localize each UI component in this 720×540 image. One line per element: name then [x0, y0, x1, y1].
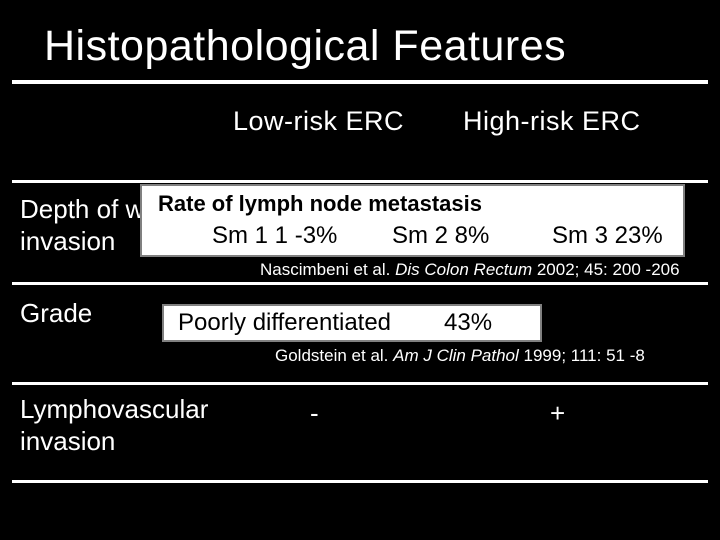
row1-label-line2: invasion [20, 226, 115, 257]
row-divider [12, 480, 708, 483]
column-header-high: High-risk ERC [463, 106, 641, 137]
row-divider [12, 282, 708, 285]
row-divider [12, 382, 708, 385]
row2-citation-post: 1999; 111: 51 -8 [519, 346, 645, 365]
row1-overlay-box: Rate of lymph node metastasis Sm 1 1 -3%… [140, 184, 685, 257]
row1-citation: Nascimbeni et al. Dis Colon Rectum 2002;… [260, 260, 680, 280]
row2-citation-journal: Am J Clin Pathol [393, 346, 519, 365]
title-underline [12, 80, 708, 84]
row1-label-line1: Depth of wa [20, 194, 159, 225]
row1-citation-journal: Dis Colon Rectum [395, 260, 532, 279]
row1-sm2: Sm 2 8% [392, 222, 489, 250]
row2-overlay-text: Poorly differentiated [178, 309, 391, 337]
column-header-low: Low-risk ERC [233, 106, 404, 137]
row1-citation-pre: Nascimbeni et al. [260, 260, 395, 279]
row2-overlay-box: Poorly differentiated 43% [162, 304, 542, 342]
row2-overlay-pct: 43% [444, 309, 492, 337]
row2-citation: Goldstein et al. Am J Clin Pathol 1999; … [275, 346, 645, 366]
row-divider [12, 180, 708, 183]
row1-citation-post: 2002; 45: 200 -206 [532, 260, 679, 279]
row1-sm3: Sm 3 23% [552, 222, 663, 250]
row2-citation-pre: Goldstein et al. [275, 346, 393, 365]
row2-label: Grade [20, 298, 92, 329]
row3-label-line1: Lymphovascular [20, 394, 208, 425]
row3-label-line2: invasion [20, 426, 115, 457]
row3-value-high: + [550, 398, 565, 429]
row1-overlay-title: Rate of lymph node metastasis [158, 191, 482, 217]
slide-title: Histopathological Features [44, 22, 566, 71]
row3-value-low: - [310, 398, 319, 429]
row1-sm1: Sm 1 1 -3% [212, 222, 337, 250]
